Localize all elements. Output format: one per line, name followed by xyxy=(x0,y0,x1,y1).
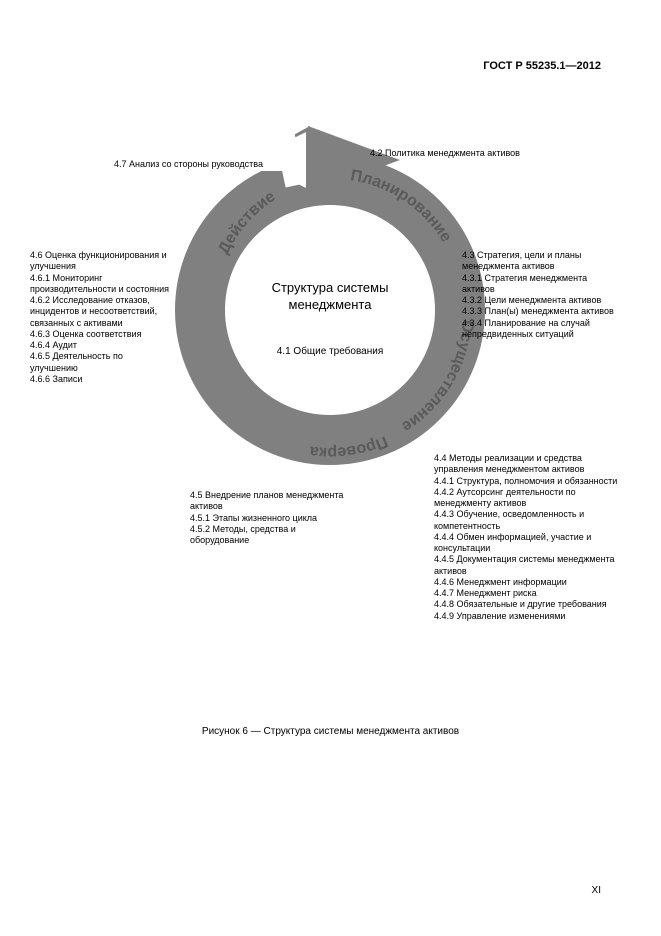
label-line: 4.3.4 Планирование на случай непредвиден… xyxy=(462,318,622,341)
pdca-diagram: Планирование Осуществление Проверка Дейс… xyxy=(40,120,620,680)
label-line: 4.6.6 Записи xyxy=(30,374,170,385)
label-line: 4.5.2 Методы, средства и оборудование xyxy=(190,524,350,547)
label-line: 4.3.3 План(ы) менеджмента активов xyxy=(462,306,622,317)
label-line: 4.6 Оценка функционирования и улучшения xyxy=(30,250,170,273)
label-line: 4.6.4 Аудит xyxy=(30,340,170,351)
label-line: 4.3.2 Цели менеджмента активов xyxy=(462,295,622,306)
label-line: 4.3.1 Стратегия менеджмента активов xyxy=(462,273,622,296)
label-line: 4.6.2 Исследование отказов, инцидентов и… xyxy=(30,295,170,329)
label-line: 4.4.8 Обязательные и другие требования xyxy=(434,599,624,610)
label-line: 4.4.6 Менеджмент информации xyxy=(434,577,624,588)
page: ГОСТ Р 55235.1—2012 xyxy=(0,0,661,936)
label-line: 4.5 Внедрение планов менеджмента активов xyxy=(190,490,350,513)
label-4-5: 4.5 Внедрение планов менеджмента активов… xyxy=(190,490,350,546)
label-line: 4.4 Методы реализации и средства управле… xyxy=(434,453,624,476)
center-title: Структура системы менеджмента xyxy=(240,280,420,314)
label-line: 4.6.5 Деятельность по улучшению xyxy=(30,351,170,374)
label-line: 4.3 Стратегия, цели и планы менеджмента … xyxy=(462,250,622,273)
label-line: 4.4.7 Менеджмент риска xyxy=(434,588,624,599)
document-header: ГОСТ Р 55235.1—2012 xyxy=(483,60,601,72)
label-line: 4.4.3 Обучение, осведомленность и компет… xyxy=(434,509,624,532)
label-line: 4.6.3 Оценка соответствия xyxy=(30,329,170,340)
page-number: XI xyxy=(592,885,601,896)
label-line: 4.4.4 Обмен информацией, участие и консу… xyxy=(434,532,624,555)
label-4-4: 4.4 Методы реализации и средства управле… xyxy=(434,453,624,622)
label-line: 4.2 Политика менеджмента активов xyxy=(370,148,570,159)
label-line: 4.5.1 Этапы жизненного цикла xyxy=(190,513,350,524)
label-line: 4.6.1 Мониторинг производительности и со… xyxy=(30,273,170,296)
label-line: 4.4.5 Документация системы менеджмента а… xyxy=(434,554,624,577)
label-4-2: 4.2 Политика менеджмента активов xyxy=(370,148,570,159)
center-subtitle: 4.1 Общие требования xyxy=(240,345,420,358)
label-4-3: 4.3 Стратегия, цели и планы менеджмента … xyxy=(462,250,622,340)
label-line: 4.4.9 Управление изменениями xyxy=(434,611,624,622)
label-line: 4.4.2 Аутсорсинг деятельности по менеджм… xyxy=(434,487,624,510)
label-line: 4.7 Анализ со стороны руководства xyxy=(114,159,294,170)
label-4-6: 4.6 Оценка функционирования и улучшения4… xyxy=(30,250,170,385)
label-line: 4.4.1 Структура, полномочия и обязанност… xyxy=(434,476,624,487)
label-4-7: 4.7 Анализ со стороны руководства xyxy=(112,158,296,171)
figure-caption: Рисунок 6 — Структура системы менеджмент… xyxy=(0,726,661,737)
